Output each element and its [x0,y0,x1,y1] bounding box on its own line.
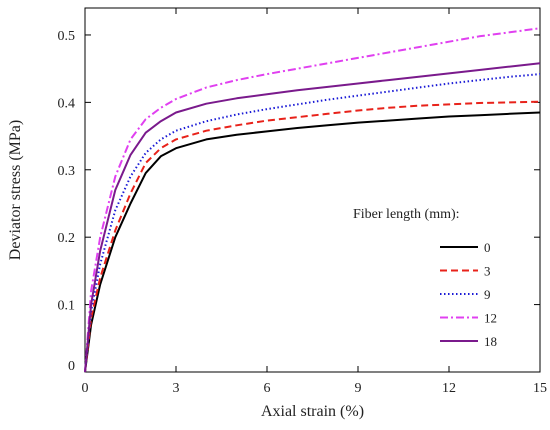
y-tick-label: 0.2 [58,231,76,246]
x-tick-label: 12 [442,381,456,396]
series-line-0 [84,111,541,373]
x-tick-label: 9 [355,381,362,396]
plot-area-border [84,7,541,373]
x-tick-label: 3 [173,381,180,396]
plot-frame [84,7,541,373]
y-axis-label: Deviator stress (MPa) [7,120,24,260]
series-line-18 [84,62,541,373]
y-tick-label: 0.3 [58,164,76,179]
x-tick-label: 0 [82,381,89,396]
legend-label-0: 0 [484,240,491,255]
legend-label-9: 9 [484,287,491,302]
series-line-9 [84,73,541,373]
x-axis-label: Axial strain (%) [261,403,364,420]
legend-title: Fiber length (mm): [353,207,460,222]
series-layer [84,27,541,373]
series-line-3 [84,100,541,373]
y-tick-label: 0.5 [58,29,76,44]
legend-label-18: 18 [484,334,497,349]
legend: Fiber length (mm): 0 3 9 12 18 [353,207,497,349]
y-tick-label: 0.4 [58,96,76,111]
x-tick-label: 15 [533,381,547,396]
legend-label-12: 12 [484,311,497,326]
x-tick-label: 6 [264,381,271,396]
series-line-12 [84,27,541,373]
y-tick-label: 0.1 [58,299,76,314]
legend-label-3: 3 [484,264,491,279]
y-tick-label: 0 [68,359,75,374]
axis-ticks: 0 3 6 9 12 15 0 0.1 0.2 0.3 0.4 0.5 [58,8,547,396]
